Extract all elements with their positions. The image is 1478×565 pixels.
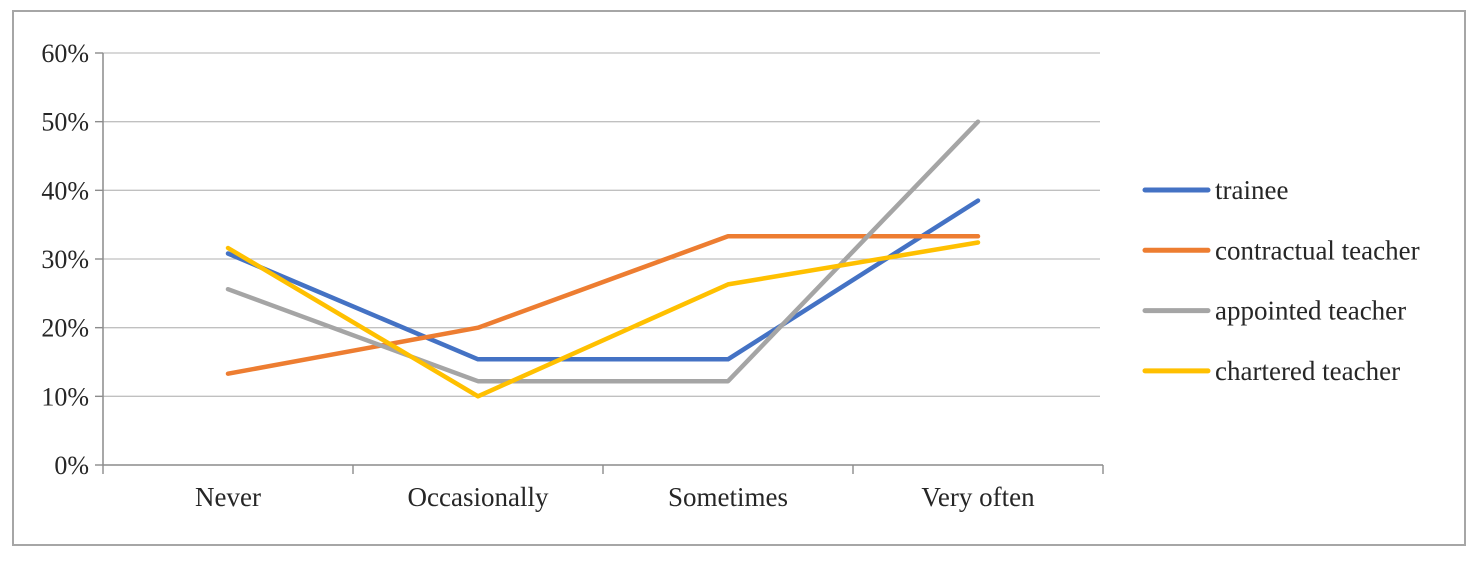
y-axis-label: 30%	[41, 245, 89, 274]
y-axis-label: 0%	[54, 451, 89, 480]
legend-label: contractual teacher	[1215, 235, 1420, 265]
x-axis-label: Very often	[921, 482, 1035, 512]
legend-label: trainee	[1215, 175, 1288, 205]
chart-border	[12, 10, 1466, 546]
y-axis-label: 10%	[41, 382, 89, 411]
series-line-trainee	[225, 198, 981, 362]
series-line-appointed-teacher	[225, 119, 981, 384]
y-axis-label: 50%	[41, 108, 89, 137]
x-axis-label: Sometimes	[668, 482, 788, 512]
legend-label: appointed teacher	[1215, 296, 1406, 326]
series-line-chartered-teacher	[225, 240, 981, 399]
x-axis-label: Occasionally	[408, 482, 549, 512]
x-axis-label: Never	[195, 482, 261, 512]
y-axis-label: 20%	[41, 314, 89, 343]
y-axis-label: 40%	[41, 176, 89, 205]
legend-label: chartered teacher	[1215, 356, 1400, 386]
y-axis-label: 60%	[41, 39, 89, 68]
series-line-contractual-teacher	[225, 234, 981, 376]
